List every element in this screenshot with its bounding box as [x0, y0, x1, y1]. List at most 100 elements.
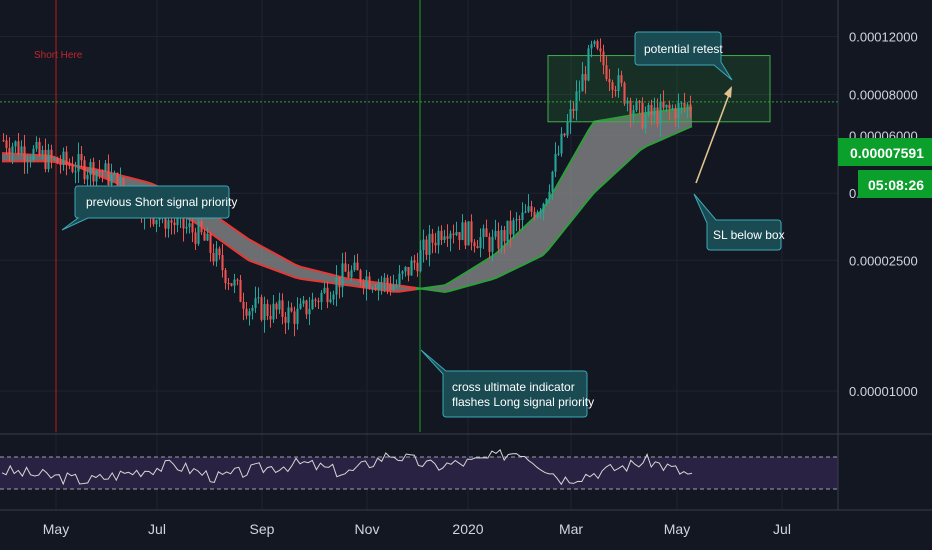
candle-body — [605, 65, 608, 80]
candle-body — [395, 284, 398, 286]
candle-body — [440, 230, 443, 240]
candle-body — [59, 163, 62, 166]
candle-body — [257, 297, 260, 299]
candle-body — [476, 246, 479, 249]
candle-body — [77, 154, 80, 172]
callout-sl-below-box: SL below box — [693, 193, 785, 251]
candle-body — [11, 146, 14, 154]
candle-body — [203, 232, 206, 241]
candle-body — [557, 153, 560, 155]
y-tick-label: 0.00002500 — [849, 253, 918, 268]
candle-body — [197, 221, 200, 244]
candle-body — [278, 300, 281, 310]
candle-body — [443, 236, 446, 240]
retest-arrow-head — [724, 86, 732, 98]
rsi-line — [1, 448, 693, 486]
candle-body — [560, 133, 563, 154]
candle-body — [323, 287, 326, 293]
candle-body — [437, 230, 440, 246]
candle-body — [17, 141, 20, 154]
candle-body — [266, 303, 269, 316]
candle-body — [485, 228, 488, 237]
callout-previous-short: previous Short signal priority — [61, 185, 237, 231]
candle-body — [386, 277, 389, 284]
candle-body — [152, 215, 155, 225]
candle-body — [548, 191, 551, 199]
candle-body — [398, 273, 401, 285]
candle-body — [638, 101, 641, 103]
candle-body — [167, 220, 170, 229]
candle-body — [329, 299, 332, 303]
candle-body — [26, 160, 29, 162]
candle-body — [374, 288, 377, 290]
candle-body — [224, 270, 227, 284]
candle-body — [173, 222, 176, 226]
candle-body — [170, 220, 173, 223]
candle-body — [449, 233, 452, 239]
candle-body — [56, 157, 59, 164]
x-tick-label: 2020 — [452, 521, 483, 537]
candle-body — [383, 277, 386, 283]
last-price-label: 0.00007591 — [838, 138, 932, 166]
candle-body — [422, 239, 425, 251]
candle-body — [188, 223, 191, 227]
candle-body — [563, 133, 566, 136]
candle-body — [356, 262, 359, 271]
candle-body — [668, 104, 671, 109]
candle-body — [524, 211, 527, 213]
callout-potential-retest: potential retest — [634, 31, 733, 81]
candle-body — [293, 311, 296, 324]
candle-body — [392, 285, 395, 290]
candle-body — [299, 303, 302, 309]
candle-body — [269, 315, 272, 320]
candle-body — [656, 107, 659, 124]
candle-body — [107, 163, 110, 185]
candle-body — [290, 307, 293, 312]
candle-body — [554, 154, 557, 172]
candle-body — [83, 160, 86, 180]
candle-body — [176, 216, 179, 226]
candle-body — [230, 283, 233, 286]
candle-body — [287, 307, 290, 323]
candle-body — [446, 236, 449, 239]
candle-body — [662, 101, 665, 108]
candle-body — [581, 74, 584, 92]
candle-body — [512, 220, 515, 235]
candle-body — [44, 150, 47, 170]
candle-body — [368, 276, 371, 289]
x-tick-label: Nov — [355, 521, 380, 537]
candle-body — [41, 150, 44, 155]
candle-body — [626, 100, 629, 104]
candle-body — [263, 303, 266, 320]
candle-body — [611, 82, 614, 90]
candle-body — [410, 260, 413, 276]
x-tick-label: May — [43, 521, 69, 537]
candle-body — [359, 270, 362, 283]
candle-body — [488, 236, 491, 252]
candle-body — [38, 141, 41, 155]
candle-body — [122, 177, 125, 190]
candle-body — [641, 102, 644, 129]
candle-body — [608, 79, 611, 83]
candle-body — [578, 91, 581, 93]
candle-body — [86, 174, 89, 180]
candle-body — [98, 170, 101, 172]
candle-body — [272, 303, 275, 320]
candle-body — [617, 75, 620, 92]
candle-body — [428, 233, 431, 255]
candle-body — [29, 159, 32, 161]
candle-body — [116, 172, 119, 195]
candle-body — [206, 233, 209, 241]
candle-body — [227, 283, 230, 285]
candle-body — [527, 206, 530, 212]
candle-body — [434, 242, 437, 246]
candle-body — [503, 230, 506, 242]
rsi-band-fill — [0, 457, 838, 489]
candle-body — [275, 303, 278, 310]
candle-body — [404, 266, 407, 272]
x-tick-label: Mar — [559, 521, 583, 537]
candle-body — [587, 48, 590, 81]
band-line-bear — [1, 152, 417, 293]
candle-body — [212, 253, 215, 262]
